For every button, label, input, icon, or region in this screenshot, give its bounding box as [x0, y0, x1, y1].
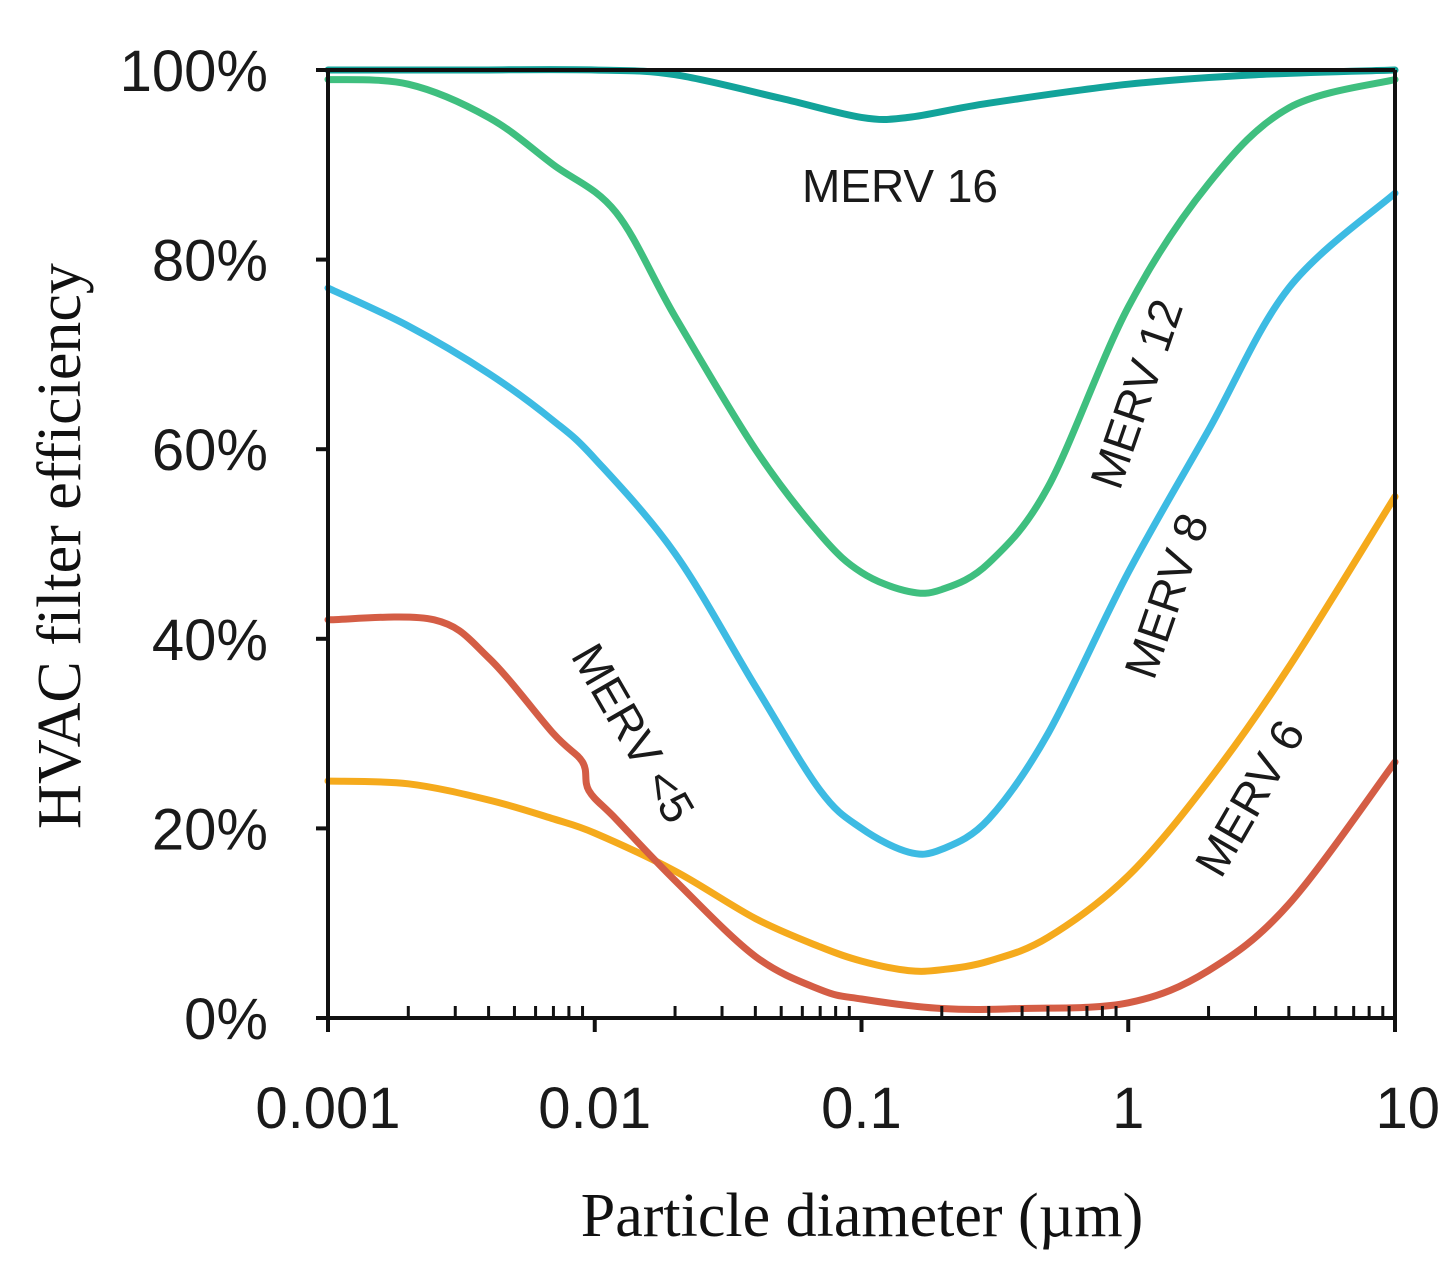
x-tick-label: 1 — [1112, 1076, 1144, 1141]
y-tick-label: 40% — [152, 608, 268, 673]
x-axis-title: Particle diameter (µm) — [581, 1182, 1143, 1250]
series-label-merv-12: MERV 12 — [1080, 293, 1193, 495]
y-tick-label: 100% — [120, 39, 268, 104]
series-label-merv-16: MERV 16 — [802, 160, 998, 212]
y-axis-title: HVAC filter efficiency — [26, 263, 94, 829]
series-label-merv-8: MERV 8 — [1114, 507, 1219, 685]
y-tick-label: 60% — [152, 418, 268, 483]
series-line-merv-8 — [324, 189, 1399, 858]
axes — [326, 68, 1397, 1020]
x-tick-label: 0.001 — [255, 1076, 400, 1141]
series-line-merv-12 — [324, 76, 1399, 597]
series-lines — [324, 66, 1399, 1013]
series-labels: MERV 16 MERV 12 MERV 8 MERV 6 MERV <5 — [561, 160, 1314, 885]
series-line-merv-16 — [324, 66, 1399, 123]
series-label-merv-5: MERV <5 — [561, 635, 705, 832]
tick-labels: 0% 20% 40% 60% 80% 100% 0.001 0.01 0.1 1 10 — [120, 39, 1440, 1141]
y-tick-label: 20% — [152, 797, 268, 862]
series-line-merv-6 — [324, 493, 1399, 975]
x-tick-label: 0.01 — [538, 1076, 651, 1141]
series-label-merv-6: MERV 6 — [1185, 711, 1315, 885]
y-tick-label: 80% — [152, 229, 268, 294]
x-tick-label: 0.1 — [821, 1076, 902, 1141]
ticks — [316, 68, 1397, 1032]
y-tick-label: 0% — [184, 987, 268, 1052]
x-tick-label: 10 — [1375, 1076, 1440, 1141]
series-line-merv-5 — [324, 613, 1399, 1013]
